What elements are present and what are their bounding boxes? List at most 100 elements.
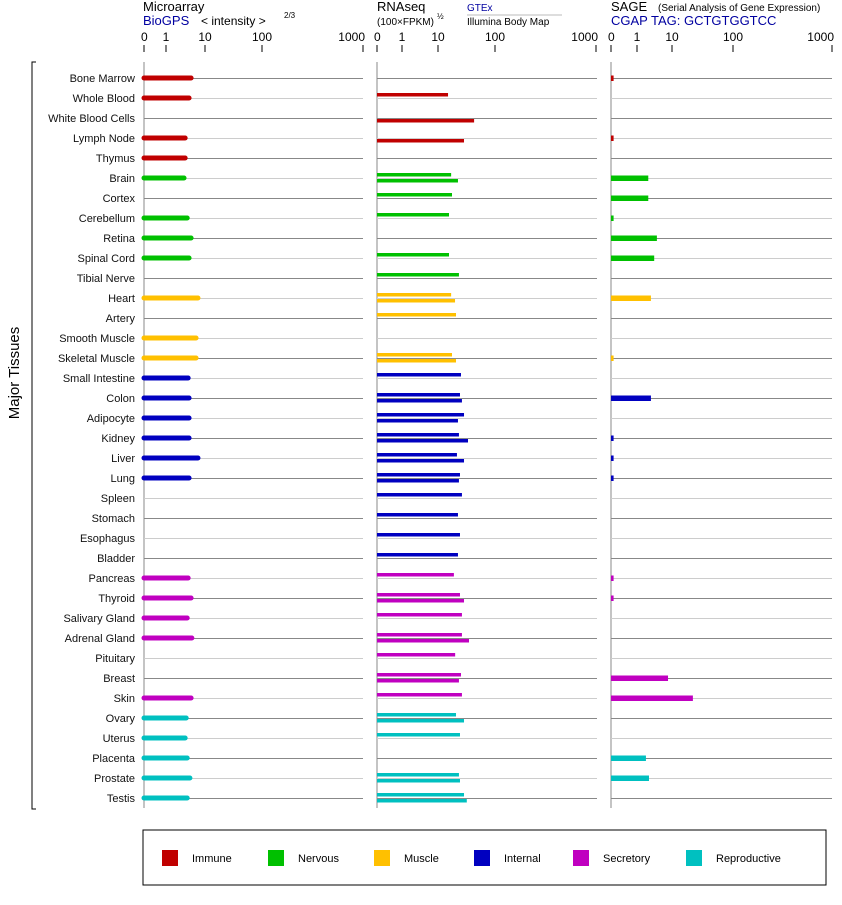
tissue-label: Esophagus (80, 533, 136, 545)
tissue-label: Thyroid (98, 593, 135, 605)
gtex-bar (377, 453, 457, 457)
tick-label: 100 (485, 30, 505, 44)
illumina-bar (377, 439, 469, 443)
tissue-row: Salivary Gland (63, 613, 462, 625)
tissue-label: Small Intestine (63, 373, 135, 385)
tissue-label: Skin (114, 693, 135, 705)
gtex-bar (377, 393, 460, 397)
tissue-row: Tibial Nerve (77, 273, 459, 285)
sage-bar (611, 295, 651, 301)
gtex-bar (377, 733, 460, 737)
illumina-bar (377, 599, 465, 603)
axes: 0 1 10 100 1000 0 1 10 100 1000 0 1 10 100 1000 (141, 30, 834, 808)
tissue-label: Colon (106, 393, 135, 405)
tissue-row: Liver (111, 453, 614, 465)
biogps-link[interactable]: BioGPS (143, 13, 190, 28)
gtex-bar (377, 433, 459, 437)
legend-swatch (686, 850, 702, 866)
sage-bar (611, 775, 649, 781)
tissue-row: Colon (106, 393, 651, 405)
header-rnaseq: RNAseq (100×FPKM) ½ GTEx Illumina Body M… (377, 0, 562, 28)
sage-bar (611, 135, 614, 141)
illumina-bar (377, 419, 458, 423)
legend-item-secretory: Secretory (573, 850, 651, 866)
gtex-bar (377, 573, 454, 577)
illumina-bar (377, 799, 467, 803)
illumina-bar (377, 139, 465, 143)
gtex-bar (377, 173, 452, 177)
tissue-label: White Blood Cells (48, 113, 135, 125)
tissue-label: Prostate (94, 773, 135, 785)
legend-label: Secretory (603, 853, 651, 865)
tick-label: 10 (198, 30, 212, 44)
tissue-label: Stomach (92, 513, 135, 525)
tissue-label: Tibial Nerve (77, 273, 135, 285)
tissue-row: Cortex (103, 193, 649, 205)
legend-item-reproductive: Reproductive (686, 850, 781, 866)
tissue-row: Cerebellum (79, 213, 614, 225)
tissue-label: Placenta (92, 753, 136, 765)
tissue-label: Spleen (101, 493, 135, 505)
illumina-label: Illumina Body Map (467, 17, 550, 28)
tissue-row: Spinal Cord (78, 253, 655, 265)
tissue-label: Spinal Cord (78, 253, 135, 265)
tissue-row: Small Intestine (63, 373, 461, 385)
legend-item-muscle: Muscle (374, 850, 439, 866)
legend-label: Reproductive (716, 853, 781, 865)
rnaseq-title: RNAseq (377, 0, 425, 14)
tissue-row: Skeletal Muscle (58, 353, 614, 365)
tissue-label: Bladder (97, 553, 135, 565)
tissue-row: Testis (107, 793, 467, 805)
illumina-bar (377, 399, 462, 403)
tissue-row: Spleen (101, 493, 462, 505)
tissue-label: Skeletal Muscle (58, 353, 135, 365)
tick-label: 1000 (807, 30, 834, 44)
gtex-bar (377, 793, 465, 797)
tick-label: 1 (163, 30, 170, 44)
tissue-label: Brain (109, 173, 135, 185)
legend-swatch (474, 850, 490, 866)
tick-label: 10 (431, 30, 445, 44)
gtex-bar (377, 593, 460, 597)
sage-bar (611, 455, 614, 461)
tissue-label: Adipocyte (87, 413, 135, 425)
gtex-link[interactable]: GTEx (467, 3, 493, 14)
tissue-row: Esophagus (80, 533, 460, 545)
legend-swatch (573, 850, 589, 866)
tissue-label: Thymus (96, 153, 136, 165)
illumina-bar (377, 359, 457, 363)
legend-label: Immune (192, 853, 232, 865)
rnaseq-unit-exponent: ½ (437, 12, 444, 21)
illumina-bar (377, 719, 465, 723)
gtex-bar (377, 513, 458, 517)
tissue-label: Artery (106, 313, 136, 325)
tissue-bracket (31, 61, 36, 810)
tick-label: 100 (252, 30, 272, 44)
tissue-row: White Blood Cells (48, 113, 475, 125)
gtex-bar (377, 713, 457, 717)
tissue-row: Bladder (97, 553, 458, 565)
tissue-row: Breast (103, 673, 669, 685)
tick-label: 1 (634, 30, 641, 44)
illumina-bar (377, 299, 456, 303)
gtex-bar (377, 273, 459, 277)
sage-bar (611, 595, 614, 601)
sage-bar (611, 195, 649, 201)
header-microarray: Microarray BioGPS < intensity > 2/3 (143, 0, 296, 28)
legend-item-immune: Immune (162, 850, 232, 866)
illumina-bar (377, 479, 459, 483)
microarray-title: Microarray (143, 0, 205, 14)
tissue-label: Pituitary (95, 653, 135, 665)
gtex-bar (377, 373, 461, 377)
gtex-bar (377, 473, 460, 477)
gtex-bar (377, 213, 450, 217)
sage-tag-link[interactable]: CGAP TAG: GCTGTGGTCC (611, 13, 776, 28)
legend-swatch (162, 850, 178, 866)
tissue-label: Salivary Gland (63, 613, 135, 625)
gtex-bar (377, 93, 449, 97)
tissue-label: Kidney (101, 433, 135, 445)
microarray-unit-exponent: 2/3 (284, 11, 296, 20)
gtex-bar (377, 253, 450, 257)
tissue-row: Uterus (103, 733, 460, 745)
sage-bar (611, 755, 646, 761)
